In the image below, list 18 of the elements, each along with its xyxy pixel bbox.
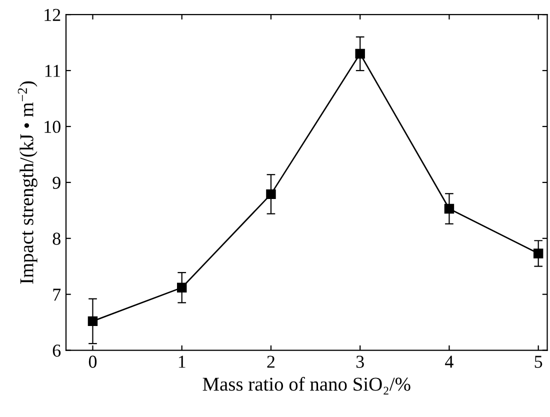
y-tick-label: 7 <box>53 288 61 301</box>
point <box>266 189 276 200</box>
x-tick-label: 3 <box>356 356 364 368</box>
x-tick-label: 2 <box>267 356 274 368</box>
point <box>355 48 365 59</box>
point <box>533 248 544 258</box>
y-tick-label: 8 <box>52 232 60 245</box>
y-tick-label: 11 <box>45 64 60 77</box>
y-axis-title: Impact strength/(kJ • m$^{−2}$) <box>18 81 38 284</box>
y-tick-label: 6 <box>52 344 61 357</box>
x-axis-title: Mass ratio of nano SiO₂/% <box>202 376 410 395</box>
y-tick-label: 9 <box>52 176 60 189</box>
y-tick-label: 10 <box>44 120 60 133</box>
x-tick-label: 0 <box>88 356 97 368</box>
x-tick-label: 1 <box>178 356 186 368</box>
x-tick-label: 4 <box>445 356 454 368</box>
x-tick-label: 5 <box>534 356 542 368</box>
y-tick-label: 12 <box>44 8 60 21</box>
